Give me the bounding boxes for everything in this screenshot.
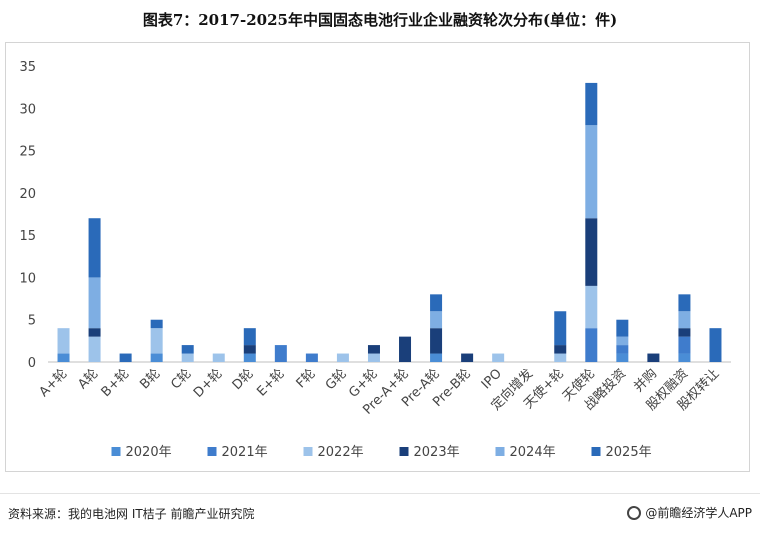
- chart-title: 图表7：2017-2025年中国固态电池行业企业融资轮次分布(单位：件): [142, 11, 618, 29]
- x-tick-label: C轮: [168, 366, 194, 392]
- legend-swatch: [111, 447, 121, 456]
- bar-segment: [274, 345, 287, 362]
- bar-segment: [616, 345, 629, 354]
- y-tick-label: 0: [28, 356, 36, 371]
- bar-segment: [181, 345, 194, 354]
- bar-segment: [367, 353, 380, 362]
- bar-segment: [430, 311, 443, 329]
- footer: 资料来源：我的电池网 IT桔子 前瞻产业研究院 @前瞻经济学人APP: [0, 493, 760, 533]
- bar-segment: [585, 218, 598, 286]
- y-tick-label: 10: [19, 271, 36, 286]
- bar-segment: [554, 345, 567, 354]
- x-tick-label: D+轮: [191, 366, 226, 401]
- legend-swatch: [207, 447, 217, 456]
- x-tick-label: B+轮: [99, 366, 133, 400]
- y-tick-label: 25: [19, 145, 36, 160]
- bar-segment: [243, 328, 256, 346]
- legend-swatch: [495, 447, 505, 456]
- bar-segment: [88, 328, 101, 337]
- bar-segment: [678, 336, 691, 354]
- y-tick-label: 30: [19, 102, 36, 117]
- y-tick-label: 15: [19, 229, 36, 244]
- bar-segment: [399, 336, 412, 362]
- x-tick-label: A+轮: [37, 366, 71, 400]
- bar-segment: [88, 218, 101, 278]
- legend-label: 2024年: [510, 445, 556, 460]
- x-tick-label: IPO: [479, 366, 505, 392]
- bar-segment: [150, 328, 163, 354]
- x-tick-label: A轮: [75, 366, 101, 392]
- bar-segment: [430, 294, 443, 312]
- legend-label: 2025年: [606, 445, 652, 460]
- bar-segment: [88, 336, 101, 362]
- bar-segment: [119, 353, 132, 362]
- legend-label: 2022年: [318, 445, 364, 460]
- bar-segment: [585, 125, 598, 219]
- legend-swatch: [303, 447, 313, 456]
- x-tick-label: G轮: [323, 366, 350, 393]
- y-tick-label: 5: [28, 314, 36, 329]
- y-tick-label: 20: [19, 187, 36, 202]
- legend-label: 2021年: [222, 445, 268, 460]
- bar-segment: [461, 353, 474, 362]
- bar-segment: [336, 353, 349, 362]
- x-tick-label: F轮: [294, 366, 319, 391]
- bar-segment: [430, 353, 443, 362]
- bar-segment: [678, 311, 691, 329]
- chart-frame: 0 5 10 15 20 25 30 35 A+轮 A轮 B+轮 B轮 C轮 D+轮 D轮 E+轮 F轮 G轮 G+…: [5, 42, 750, 472]
- brand-logo-icon: [627, 505, 642, 520]
- bar-segment: [88, 277, 101, 329]
- bar-segment: [243, 353, 256, 362]
- bar-segment: [585, 285, 598, 329]
- legend-label: 2020年: [126, 445, 172, 460]
- bar-segment: [367, 345, 380, 354]
- legend-swatch: [591, 447, 601, 456]
- y-tick-label: 35: [19, 60, 36, 75]
- source-text: 资料来源：我的电池网 IT桔子 前瞻产业研究院: [8, 507, 255, 521]
- bar-segment: [554, 353, 567, 362]
- bar-segment: [585, 328, 598, 362]
- bar-segment: [181, 353, 194, 362]
- x-tick-label: B轮: [137, 366, 163, 392]
- bar-segment: [709, 328, 722, 362]
- brand[interactable]: @前瞻经济学人APP: [627, 504, 752, 521]
- bar-segment: [616, 319, 629, 337]
- bar-segment: [150, 319, 163, 329]
- bar-segment: [616, 336, 629, 346]
- brand-label: @前瞻经济学人APP: [645, 506, 752, 520]
- bar-segment: [430, 328, 443, 354]
- x-tick-label: E+轮: [254, 366, 287, 399]
- bar-segment: [647, 353, 660, 362]
- legend-label: 2023年: [414, 445, 460, 460]
- bar-segment: [57, 328, 70, 354]
- bar-segment: [678, 328, 691, 337]
- bar-segment: [678, 353, 691, 362]
- legend-swatch: [399, 447, 409, 456]
- bar-segment: [243, 345, 256, 354]
- bar-segment: [57, 353, 70, 362]
- bar-segment: [585, 82, 598, 126]
- bar-segment: [212, 353, 225, 362]
- bar-segment: [150, 353, 163, 362]
- x-tick-label: D轮: [230, 366, 257, 393]
- bar-segment: [554, 311, 567, 346]
- bar-segment: [616, 353, 629, 362]
- bar-segment: [492, 353, 505, 362]
- bar-segment: [678, 294, 691, 312]
- bar-segment: [305, 353, 318, 362]
